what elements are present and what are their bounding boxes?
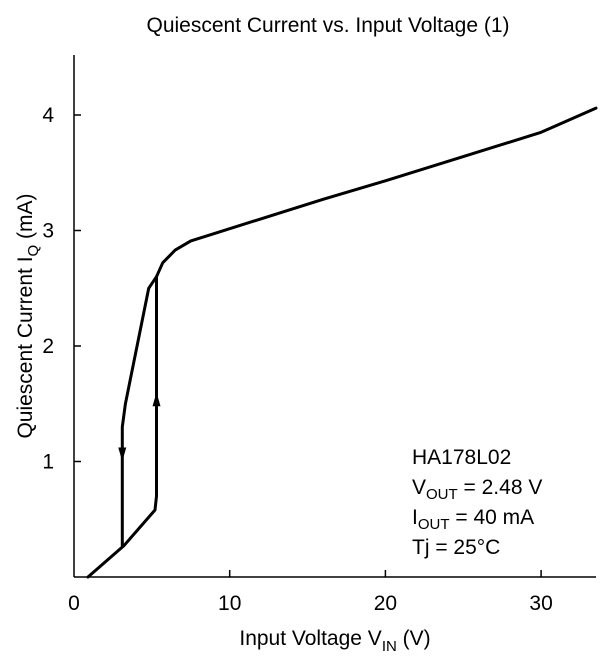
x-axis-label: Input Voltage VIN (V) <box>239 627 430 655</box>
arrow-down <box>118 447 127 462</box>
annotation-tj: Tj = 25°C <box>412 536 500 559</box>
series-line <box>120 275 158 548</box>
y-tick-label: 4 <box>42 104 54 127</box>
ticks: 0 10 20 30 1 2 3 4 <box>42 104 552 615</box>
annotation-iout: IOUT = 40 mA <box>412 506 534 533</box>
arrow-up <box>152 392 161 407</box>
annotation-device: HA178L02 <box>412 446 511 469</box>
y-tick-label: 1 <box>42 451 54 474</box>
annotation-block: HA178L02 VOUT = 2.48 V IOUT = 40 mA Tj =… <box>412 446 542 559</box>
axes <box>73 55 596 578</box>
series-line <box>86 106 598 579</box>
x-tick-label: 0 <box>68 592 80 615</box>
y-tick-label: 2 <box>42 335 54 358</box>
x-tick-label: 30 <box>529 592 552 615</box>
x-tick-label: 20 <box>374 592 397 615</box>
y-tick-label: 3 <box>42 220 54 243</box>
chart-title: Quiescent Current vs. Input Voltage (1) <box>146 14 509 37</box>
series-layer <box>86 106 598 579</box>
x-tick-label: 10 <box>218 592 241 615</box>
arrow-layer <box>118 392 161 462</box>
y-axis-label: Quiescent Current IQ (mA) <box>14 193 42 438</box>
annotation-vout: VOUT = 2.48 V <box>412 476 542 503</box>
